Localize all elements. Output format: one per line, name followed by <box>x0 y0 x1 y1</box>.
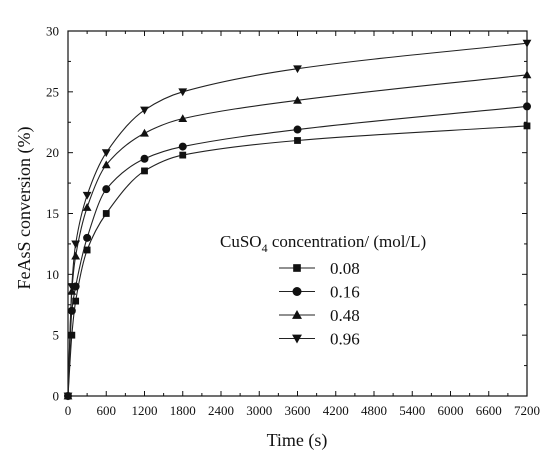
y-tick-label: 0 <box>53 389 60 404</box>
x-tick-label: 2400 <box>208 403 234 418</box>
data-point-0.96 <box>101 149 111 158</box>
data-point-0.48 <box>293 95 302 104</box>
legend: CuSO4 concentration/ (mol/L) 0.08 0.16 0.4… <box>220 232 426 349</box>
x-axis-title: Time (s) <box>267 430 328 451</box>
x-tick-label: 7200 <box>514 403 540 418</box>
x-tick-label: 3000 <box>246 403 272 418</box>
data-point-0.96 <box>178 88 188 97</box>
data-point-0.96 <box>63 392 73 401</box>
data-point-0.08 <box>179 151 187 159</box>
y-axis-title: FeAsS conversion (%) <box>14 127 35 290</box>
x-tick-label: 1200 <box>132 403 158 418</box>
x-tick-label: 0 <box>65 403 72 418</box>
series-line-0.08 <box>67 125 528 397</box>
data-point-0.16 <box>523 102 531 111</box>
data-point-0.48 <box>82 203 92 211</box>
x-tick-label: 3600 <box>285 403 311 418</box>
data-point-0.48 <box>178 114 188 122</box>
y-tick-label: 20 <box>46 145 59 160</box>
y-tick-label: 25 <box>46 84 59 99</box>
legend-label: 0.96 <box>330 330 360 349</box>
data-point-0.08 <box>294 137 301 144</box>
data-point-0.16 <box>83 233 92 242</box>
x-tick-label: 1800 <box>170 403 196 418</box>
data-point-0.48 <box>71 251 81 260</box>
data-point-0.08 <box>83 246 91 254</box>
data-point-0.16 <box>102 185 111 194</box>
legend-marker-0.08 <box>293 264 301 272</box>
data-point-0.48 <box>101 160 111 169</box>
legend-label: 0.08 <box>330 259 360 278</box>
data-point-0.16 <box>293 125 302 134</box>
data-point-0.96 <box>67 283 77 291</box>
data-point-0.48 <box>140 128 149 137</box>
x-tick-label: 6000 <box>438 403 464 418</box>
data-point-0.16 <box>178 142 187 151</box>
data-point-0.96 <box>293 65 302 74</box>
legend-label: 0.16 <box>330 283 360 302</box>
legend-marker-0.96 <box>292 334 302 344</box>
axes: 0 600 1200 1800 2400 3000 3600 4200 4800 5400 6000… <box>46 24 540 419</box>
data-point-0.96 <box>82 191 92 200</box>
data-point-0.08 <box>141 167 148 175</box>
legend-title: CuSO4 concentration/ (mol/L) <box>220 232 426 255</box>
x-tick-label: 5400 <box>399 403 425 418</box>
x-tick-label: 600 <box>97 403 117 418</box>
data-point-0.48 <box>522 70 532 79</box>
series-line-0.16 <box>67 105 528 397</box>
legend-label: 0.48 <box>330 306 360 325</box>
data-point-0.08 <box>523 122 531 130</box>
series-line-0.96 <box>67 42 528 397</box>
y-tick-label: 5 <box>53 328 60 343</box>
data-point-0.16 <box>140 154 149 163</box>
data-point-0.08 <box>72 297 80 305</box>
data-point-0.08 <box>102 210 110 217</box>
legend-marker-0.48 <box>292 310 302 319</box>
legend-marker-0.16 <box>292 287 302 296</box>
series-markers <box>63 39 532 401</box>
x-tick-label: 6600 <box>476 403 502 418</box>
data-point-0.96 <box>522 39 532 48</box>
data-point-0.96 <box>140 106 149 115</box>
x-tick-label: 4200 <box>323 403 349 418</box>
data-point-0.08 <box>68 331 76 339</box>
y-tick-label: 10 <box>46 267 59 282</box>
data-point-0.16 <box>67 306 76 315</box>
y-tick-label: 30 <box>46 24 59 39</box>
y-tick-label: 15 <box>46 206 59 221</box>
x-tick-label: 4800 <box>361 403 387 418</box>
data-point-0.96 <box>71 240 81 249</box>
